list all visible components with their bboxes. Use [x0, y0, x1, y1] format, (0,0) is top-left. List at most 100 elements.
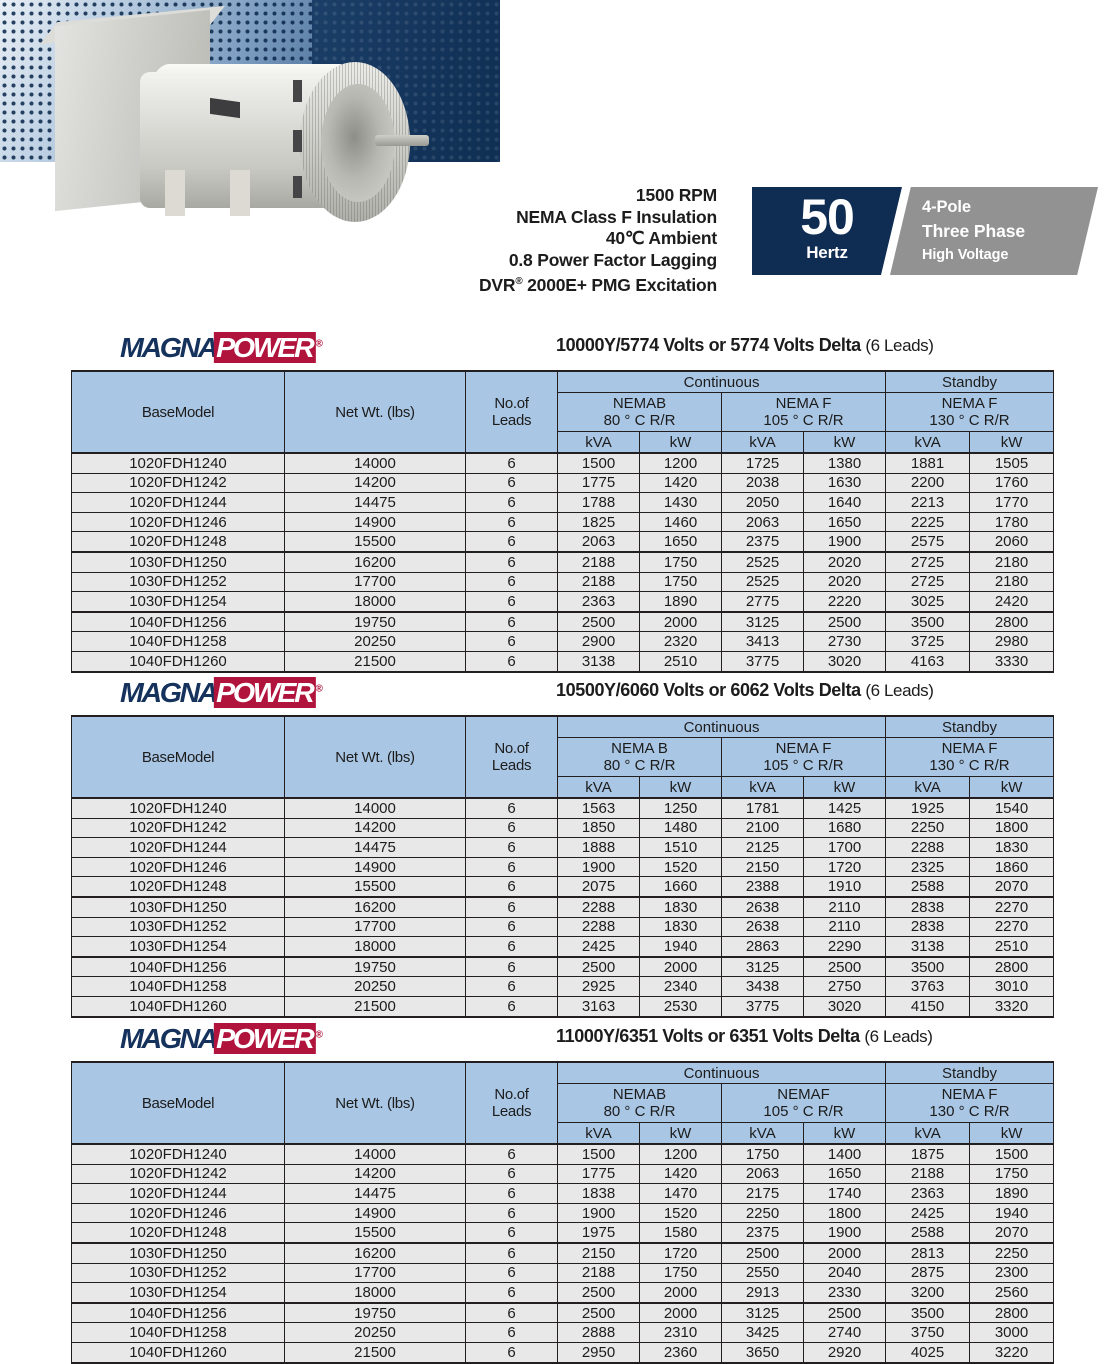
col-header-kw: kW	[969, 776, 1055, 799]
cell-no-of-leads: 6	[465, 591, 558, 613]
cell-base-model: 1020FDH1240	[71, 796, 285, 819]
cell-base-model: 1030FDH1250	[71, 1241, 285, 1264]
cell-standby-nemaf-kw: 1750	[969, 1163, 1055, 1185]
cell-continuous-nemaf-kw: 1740	[802, 1183, 887, 1204]
col-header-kw: kW	[639, 776, 722, 799]
cell-continuous-nemaf-kva: 2913	[721, 1282, 804, 1304]
generator-product-image	[40, 5, 465, 242]
cell-no-of-leads: 6	[465, 856, 558, 878]
cell-continuous-nemab-kw: 1830	[639, 916, 722, 938]
logo-magna-text: MAGNA	[120, 332, 219, 363]
cell-continuous-nemab-kva: 1900	[557, 856, 640, 878]
cell-net-weight: 21500	[284, 995, 466, 1018]
cell-continuous-nemab-kva: 2925	[557, 976, 640, 997]
cell-standby-nemaf-kva: 2588	[885, 1222, 971, 1244]
cell-base-model: 1040FDH1258	[71, 976, 285, 997]
table-row: 1020FDH1240 14000 6 1563 1250 1781 1425 1925 154…	[71, 796, 1055, 819]
ratings-table-body: 1020FDH1240 14000 6 1500 1200 1750 1400 1875 150…	[71, 1142, 1055, 1364]
cell-base-model: 1020FDH1246	[71, 511, 285, 533]
col-header-kva: kVA	[557, 776, 640, 799]
col-group-continuous: Continuous	[556, 370, 887, 393]
table-row: 1020FDH1248 15500 6 2075 1660 2388 1910 2588 207…	[71, 876, 1055, 898]
nema-class: NEMA F	[775, 395, 832, 412]
cell-continuous-nemab-kva: 2063	[557, 531, 640, 553]
cell-continuous-nemab-kw: 1200	[639, 451, 722, 474]
cell-no-of-leads: 6	[465, 955, 558, 978]
cell-base-model: 1020FDH1248	[71, 531, 285, 553]
cell-standby-nemaf-kw: 2060	[969, 531, 1055, 553]
cell-continuous-nemab-kw: 1750	[639, 1262, 722, 1284]
col-header-kw: kW	[969, 1122, 1055, 1145]
cell-base-model: 1030FDH1250	[71, 895, 285, 918]
col-header-net-weight: Net Wt. (lbs)	[284, 715, 466, 799]
cell-continuous-nemaf-kw: 2110	[802, 895, 887, 918]
configuration-badge: 4-Pole Three Phase High Voltage	[890, 187, 1098, 275]
spec-line-excitation: DVR® 2000E+ PMG Excitation	[297, 271, 717, 296]
col-header-no-of-leads: No.of Leads	[465, 370, 558, 454]
cell-base-model: 1040FDH1258	[71, 1322, 285, 1343]
table-row: 1020FDH1246 14900 6 1825 1460 2063 1650 2225 178…	[71, 511, 1055, 533]
col-header-kva: kVA	[721, 776, 804, 799]
cell-standby-nemaf-kva: 2813	[885, 1241, 971, 1264]
cell-continuous-nemab-kva: 3138	[557, 650, 640, 673]
cell-standby-nemaf-kva: 3725	[885, 631, 971, 652]
cell-no-of-leads: 6	[465, 1183, 558, 1204]
ratings-table: BaseModel Net Wt. (lbs) No.of Leads Conti…	[71, 715, 1055, 1018]
cell-continuous-nemaf-kva: 2863	[721, 936, 804, 958]
cell-continuous-nemaf-kw: 1680	[802, 817, 887, 839]
cell-continuous-nemaf-kw: 1900	[802, 1222, 887, 1244]
generator-vent-slot	[293, 130, 302, 152]
cell-no-of-leads: 6	[465, 571, 558, 593]
cell-no-of-leads: 6	[465, 1262, 558, 1284]
rating-section-11000v: MAGNAPOWER ® 11000Y/6351 Volts or 6351 Vo…	[0, 1021, 1107, 1364]
cell-continuous-nemab-kva: 2188	[557, 1262, 640, 1284]
cell-base-model: 1040FDH1256	[71, 610, 285, 633]
cell-no-of-leads: 6	[465, 1163, 558, 1185]
cell-standby-nemaf-kw: 1940	[969, 1202, 1055, 1224]
table-row: 1020FDH1242 14200 6 1775 1420 2063 1650 2188 175…	[71, 1163, 1055, 1185]
cell-net-weight: 15500	[284, 1222, 466, 1244]
table-row: 1040FDH1258 20250 6 2888 2310 3425 2740 3750 300…	[71, 1322, 1055, 1343]
cell-continuous-nemaf-kva: 3125	[721, 610, 804, 633]
cell-standby-nemaf-kva: 3200	[885, 1282, 971, 1304]
cell-continuous-nemab-kw: 1720	[639, 1241, 722, 1264]
col-header-no-of-leads: No.of Leads	[465, 1061, 558, 1145]
cell-continuous-nemab-kw: 1420	[639, 472, 722, 494]
cell-continuous-nemaf-kva: 2638	[721, 895, 804, 918]
col-header-kva: kVA	[557, 431, 640, 454]
col-header-kw: kW	[802, 431, 887, 454]
cell-standby-nemaf-kva: 2225	[885, 511, 971, 533]
cell-base-model: 1020FDH1248	[71, 876, 285, 898]
cell-standby-nemaf-kw: 3000	[969, 1322, 1055, 1343]
logo-power-text: POWER	[214, 332, 316, 363]
cell-continuous-nemaf-kva: 2063	[721, 1163, 804, 1185]
table-row: 1030FDH1254 18000 6 2425 1940 2863 2290 3138 251…	[71, 936, 1055, 958]
cell-continuous-nemaf-kva: 3775	[721, 995, 804, 1018]
cell-standby-nemaf-kw: 2250	[969, 1241, 1055, 1264]
cell-standby-nemaf-kva: 1881	[885, 451, 971, 474]
phase-type: Three Phase	[922, 221, 1025, 241]
col-header-kva: kVA	[885, 776, 971, 799]
cell-continuous-nemaf-kw: 1425	[802, 796, 887, 819]
cell-no-of-leads: 6	[465, 1142, 558, 1165]
cell-standby-nemaf-kva: 3763	[885, 976, 971, 997]
cell-continuous-nemab-kva: 2950	[557, 1341, 640, 1364]
registered-trademark-icon: ®	[315, 683, 323, 695]
cell-net-weight: 16200	[284, 895, 466, 918]
col-header-no-of-leads: No.of Leads	[465, 715, 558, 799]
table-row: 1020FDH1248 15500 6 2063 1650 2375 1900 2575 206…	[71, 531, 1055, 553]
spec-line-rpm: 1500 RPM	[635, 185, 717, 205]
cell-standby-nemaf-kw: 1760	[969, 472, 1055, 494]
col-header-kw: kW	[969, 431, 1055, 454]
cell-no-of-leads: 6	[465, 1222, 558, 1244]
cell-continuous-nemab-kw: 1460	[639, 511, 722, 533]
table-row: 1040FDH1258 20250 6 2900 2320 3413 2730 3725 298…	[71, 631, 1055, 652]
cell-standby-nemaf-kva: 2588	[885, 876, 971, 898]
col-header-kva: kVA	[557, 1122, 640, 1145]
cell-standby-nemaf-kva: 2838	[885, 916, 971, 938]
cell-continuous-nemab-kw: 1520	[639, 856, 722, 878]
cell-standby-nemaf-kva: 2575	[885, 531, 971, 553]
cell-continuous-nemab-kw: 2000	[639, 610, 722, 633]
col-header-base-model: BaseModel	[71, 715, 285, 799]
cell-continuous-nemaf-kw: 1400	[802, 1142, 887, 1165]
